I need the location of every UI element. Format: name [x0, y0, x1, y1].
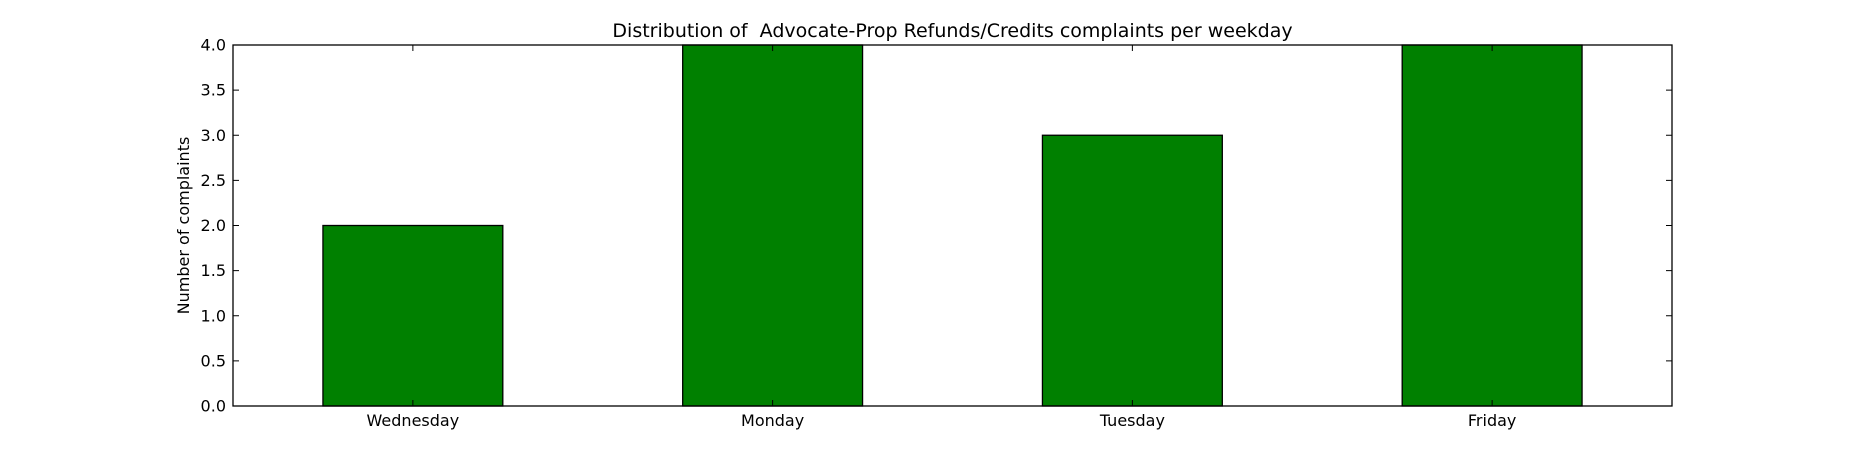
y-tick-label: 3.0: [201, 126, 226, 145]
x-tick-label: Monday: [741, 411, 804, 430]
chart-title: Distribution of Advocate-Prop Refunds/Cr…: [612, 20, 1292, 42]
bar-monday: [682, 44, 864, 407]
y-tick-label: 1.0: [201, 306, 226, 325]
bar-friday: [1401, 44, 1583, 407]
bar-tuesday: [1041, 134, 1223, 407]
y-tick-label: 3.5: [201, 81, 226, 100]
x-tick-label: Tuesday: [1099, 411, 1165, 430]
plot-frame: [232, 44, 1673, 407]
y-tick-label: 0.0: [201, 397, 226, 416]
plot-area: Wednesday Monday Tuesday Friday 0.0 0.5 1.0 1.5…: [201, 36, 1672, 430]
y-tick-label: 2.5: [201, 171, 226, 190]
y-axis-label: Number of complaints: [174, 137, 193, 315]
x-tick-label: Wednesday: [367, 411, 460, 430]
y-tick-label: 4.0: [201, 36, 226, 55]
y-tick-label: 2.0: [201, 216, 226, 235]
y-tick-label: 0.5: [201, 351, 226, 370]
bar-wednesday: [322, 224, 504, 407]
y-tick-label: 1.5: [201, 261, 226, 280]
x-tick-label: Friday: [1468, 411, 1517, 430]
